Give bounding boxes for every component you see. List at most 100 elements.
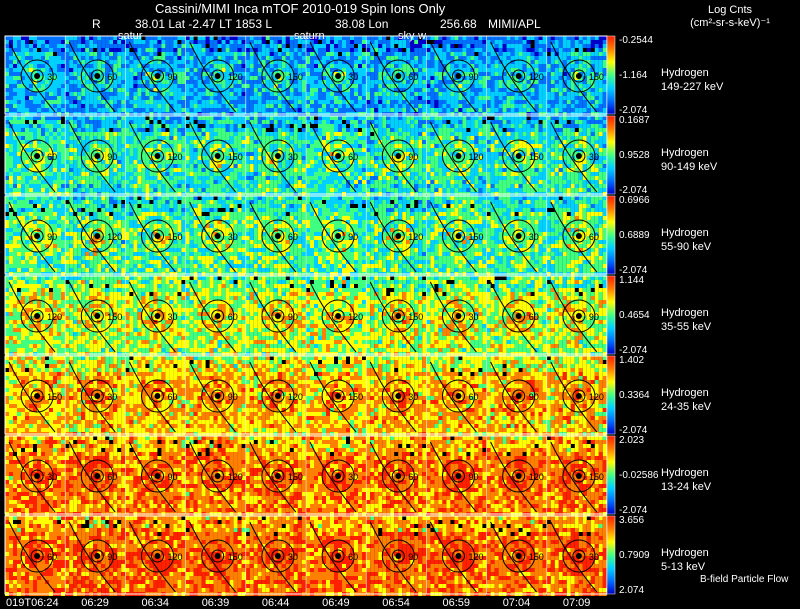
- heat-cell: [233, 164, 238, 168]
- heat-cell: [213, 180, 218, 184]
- heat-cell: [245, 40, 250, 44]
- heat-cell: [346, 56, 350, 60]
- heat-cell: [173, 68, 178, 72]
- heat-cell: [534, 80, 539, 84]
- heat-cell: [374, 108, 379, 112]
- heat-cell: [97, 176, 102, 180]
- heat-cell: [374, 48, 379, 52]
- heat-cell: [490, 100, 495, 104]
- heat-cell: [65, 160, 70, 164]
- heat-cell: [265, 180, 270, 184]
- heat-cell: [121, 108, 126, 112]
- heat-cell: [594, 60, 599, 64]
- heat-cell: [137, 104, 142, 108]
- heat-cell: [301, 180, 306, 184]
- heat-cell: [406, 144, 411, 148]
- heat-cell: [253, 116, 258, 120]
- heat-cell: [418, 100, 423, 104]
- heat-cell: [378, 56, 383, 60]
- heat-cell: [225, 188, 230, 192]
- heat-cell: [137, 56, 142, 60]
- heat-cell: [470, 100, 475, 104]
- heat-cell: [61, 64, 65, 68]
- heat-cell: [193, 140, 198, 144]
- heat-cell: [450, 48, 455, 52]
- heat-cell: [125, 92, 130, 96]
- heat-cell: [225, 124, 230, 128]
- heat-cell: [281, 56, 286, 60]
- heat-cell: [326, 64, 330, 68]
- heat-cell: [233, 172, 238, 176]
- heat-cell: [121, 180, 126, 184]
- heat-cell: [233, 76, 238, 80]
- heat-cell: [301, 184, 306, 188]
- heat-cell: [414, 148, 419, 152]
- heat-cell: [293, 88, 298, 92]
- heat-cell: [193, 180, 198, 184]
- heat-cell: [213, 168, 218, 172]
- heat-cell: [530, 68, 535, 72]
- heat-cell: [245, 64, 250, 68]
- heat-cell: [177, 100, 182, 104]
- heat-cell: [261, 52, 266, 56]
- heat-cell: [221, 36, 226, 40]
- heat-cell: [173, 172, 178, 176]
- heat-cell: [113, 80, 118, 84]
- heat-cell: [518, 44, 523, 48]
- heat-cell: [358, 188, 362, 192]
- heat-cell: [322, 88, 326, 92]
- heat-cell: [57, 68, 61, 72]
- heat-cell: [125, 76, 130, 80]
- heat-cell: [109, 100, 114, 104]
- heat-cell: [125, 44, 130, 48]
- heat-cell: [386, 84, 391, 88]
- heat-cell: [334, 44, 338, 48]
- heat-cell: [149, 96, 154, 100]
- heat-cell: [225, 120, 230, 124]
- heat-cell: [378, 144, 383, 148]
- heat-cell: [149, 36, 154, 40]
- heat-cell: [478, 64, 483, 68]
- heat-cell: [57, 84, 61, 88]
- heat-cell: [125, 104, 130, 108]
- heat-cell: [522, 104, 527, 108]
- heat-cell: [173, 188, 178, 192]
- heat-cell: [81, 120, 86, 124]
- heat-cell: [225, 76, 230, 80]
- heat-cell: [394, 140, 399, 144]
- heat-cell: [237, 40, 242, 44]
- heat-cell: [362, 44, 366, 48]
- heat-cell: [125, 188, 130, 192]
- heat-cell: [109, 188, 114, 192]
- heat-cell: [57, 140, 61, 144]
- heat-cell: [49, 136, 53, 140]
- contour-label: 120: [228, 72, 243, 82]
- heat-cell: [285, 76, 290, 80]
- heat-cell: [109, 152, 114, 156]
- heat-cell: [297, 116, 302, 120]
- heat-cell: [318, 164, 322, 168]
- heat-cell: [586, 36, 591, 40]
- heat-cell: [410, 124, 415, 128]
- heat-cell: [121, 168, 126, 172]
- heat-cell: [390, 104, 395, 108]
- heat-cell: [450, 80, 455, 84]
- heat-cell: [578, 52, 583, 56]
- heat-cell: [297, 92, 302, 96]
- heat-cell: [177, 180, 182, 184]
- heat-cell: [253, 80, 258, 84]
- heat-cell: [113, 40, 118, 44]
- heat-cell: [13, 64, 17, 68]
- heat-cell: [189, 104, 194, 108]
- heat-cell: [209, 136, 214, 140]
- heat-cell: [402, 68, 407, 72]
- heat-cell: [318, 72, 322, 76]
- heat-cell: [189, 100, 194, 104]
- contour-ring: [452, 69, 465, 83]
- heat-cell: [318, 116, 322, 120]
- heat-cell: [117, 152, 122, 156]
- heat-cell: [45, 72, 49, 76]
- heat-cell: [350, 60, 354, 64]
- heat-cell: [65, 184, 70, 188]
- heat-cell: [422, 76, 427, 80]
